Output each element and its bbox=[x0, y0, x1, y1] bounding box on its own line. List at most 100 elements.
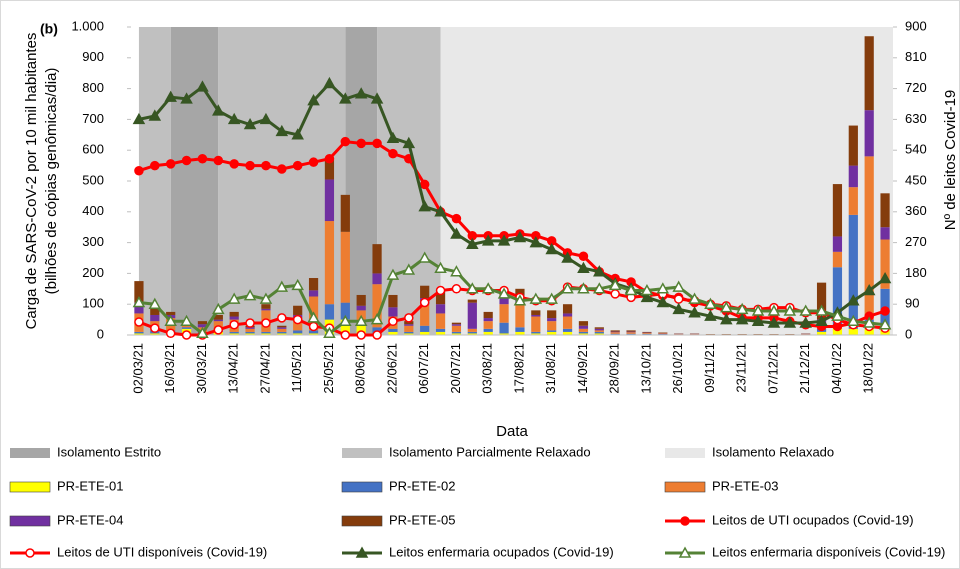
bar-segment bbox=[467, 328, 477, 332]
x-tick-label: 23/11/21 bbox=[734, 343, 749, 393]
line-marker bbox=[354, 314, 368, 327]
line-marker bbox=[545, 242, 558, 255]
bar-segment bbox=[562, 313, 573, 317]
line-marker bbox=[386, 268, 400, 280]
line-marker bbox=[292, 160, 303, 171]
bar-segment bbox=[404, 333, 414, 335]
bar-segment bbox=[213, 314, 223, 320]
line-marker bbox=[497, 234, 511, 246]
line-marker bbox=[388, 316, 398, 327]
bar-segment bbox=[293, 333, 303, 335]
line-marker bbox=[259, 292, 273, 304]
line-marker bbox=[370, 92, 384, 104]
line-marker bbox=[148, 297, 162, 309]
bar-segment bbox=[848, 125, 858, 166]
x-tick-label: 20/07/21 bbox=[448, 343, 463, 394]
line-marker bbox=[245, 160, 255, 171]
line-marker bbox=[356, 330, 366, 340]
line-marker bbox=[751, 314, 765, 327]
y2-tick-label: 900 bbox=[905, 18, 927, 33]
bar-segment bbox=[562, 328, 573, 332]
bar-segment bbox=[499, 296, 509, 305]
line-marker bbox=[227, 112, 241, 125]
line-marker bbox=[767, 304, 781, 316]
line-marker bbox=[434, 261, 447, 274]
x-tick-label: 08/06/21 bbox=[353, 343, 368, 394]
bar-segment bbox=[864, 110, 874, 157]
bar-segment bbox=[531, 333, 541, 335]
bar-segment bbox=[467, 299, 477, 303]
line-marker bbox=[847, 294, 860, 306]
legend-label: Leitos de UTI disponíveis (Covid-19) bbox=[57, 544, 267, 559]
line-marker bbox=[466, 237, 479, 250]
line-marker bbox=[243, 117, 257, 130]
line-marker bbox=[435, 285, 446, 296]
line-marker bbox=[450, 265, 463, 277]
bar-segment bbox=[578, 333, 589, 335]
bar-segment bbox=[150, 308, 160, 315]
line-marker bbox=[229, 159, 239, 169]
bar-segment bbox=[324, 179, 335, 222]
bar-segment bbox=[197, 321, 208, 325]
line-marker bbox=[196, 326, 209, 339]
bar-segment bbox=[483, 318, 493, 322]
line-marker bbox=[164, 314, 177, 327]
bar-segment bbox=[340, 231, 350, 303]
line-marker bbox=[577, 282, 590, 294]
line-marker bbox=[735, 302, 749, 315]
legend-marker bbox=[678, 546, 692, 558]
line-marker bbox=[165, 328, 176, 339]
line-marker bbox=[577, 261, 590, 274]
bar-segment bbox=[816, 282, 827, 320]
bar-segment bbox=[642, 331, 652, 333]
bar-segment bbox=[435, 304, 446, 314]
bar-segment bbox=[547, 321, 557, 331]
line-marker bbox=[767, 316, 781, 328]
bar-segment bbox=[435, 313, 446, 329]
bar-segment bbox=[372, 273, 382, 285]
y2-tick-label: 180 bbox=[905, 265, 927, 280]
legend-swatch bbox=[341, 515, 383, 527]
bar-segment bbox=[356, 294, 366, 306]
bar-segment bbox=[626, 330, 636, 332]
y-tick-label: 800 bbox=[82, 80, 104, 95]
line-marker bbox=[180, 314, 193, 327]
legend-marker bbox=[25, 548, 35, 558]
line-marker bbox=[451, 284, 462, 294]
line-marker bbox=[673, 294, 684, 304]
bar-segment bbox=[451, 324, 462, 326]
bar-segment bbox=[816, 331, 827, 335]
bar-segment bbox=[642, 332, 652, 334]
bar-segment bbox=[451, 325, 462, 332]
bar-segment bbox=[308, 333, 319, 335]
bar-segment bbox=[372, 284, 382, 328]
bar-segment bbox=[277, 327, 287, 329]
bar-segment bbox=[880, 193, 890, 228]
bar-segment bbox=[610, 333, 620, 335]
line-marker bbox=[720, 301, 733, 313]
bar-segment bbox=[531, 314, 541, 317]
line-marker bbox=[418, 200, 431, 212]
line-marker bbox=[783, 316, 797, 328]
line-marker bbox=[862, 316, 876, 328]
x-tick-label: 30/03/21 bbox=[194, 343, 209, 394]
line-marker bbox=[307, 311, 320, 323]
line-marker bbox=[213, 325, 224, 335]
line-marker bbox=[148, 109, 162, 121]
line-marker bbox=[197, 154, 208, 164]
y-axis-label: (bilhões de cópias genômicas/dia) bbox=[43, 68, 60, 295]
line-marker bbox=[656, 282, 670, 294]
line-marker bbox=[340, 136, 351, 147]
y-tick-label: 100 bbox=[82, 296, 104, 311]
bar-segment bbox=[451, 322, 462, 325]
bar-segment bbox=[848, 165, 858, 188]
bar-segment bbox=[356, 305, 366, 311]
line-marker bbox=[132, 295, 146, 308]
line-marker bbox=[561, 251, 574, 263]
bar-segment bbox=[832, 267, 843, 326]
bar-segment bbox=[134, 331, 144, 334]
bar-segment bbox=[848, 328, 858, 335]
x-tick-label: 25/05/21 bbox=[321, 343, 336, 394]
x-tick-label: 21/12/21 bbox=[797, 343, 812, 394]
